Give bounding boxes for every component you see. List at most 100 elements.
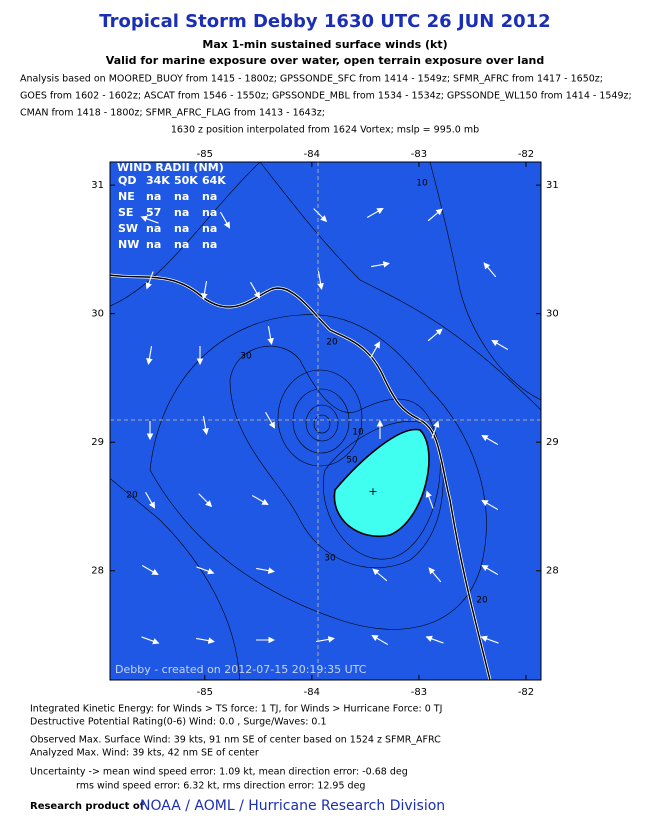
wind-vector: [371, 634, 389, 645]
x-tick-label: -83: [411, 687, 427, 698]
wind-radii-cell: na: [202, 190, 217, 203]
wind-vector: [372, 568, 388, 582]
x-tick-label: -85: [197, 687, 213, 698]
wind-vector: [317, 271, 324, 290]
contour-fill: [429, 162, 541, 401]
wind-radii-cell: na: [202, 222, 217, 235]
wind-radii-cell: na: [146, 190, 161, 203]
contour-fill: [313, 414, 331, 434]
analysis-line: Analysis based on MOORED_BUOY from 1415 …: [20, 74, 603, 85]
wind-vector: [202, 416, 209, 435]
wind-vector: [146, 346, 153, 365]
wind-vector: [425, 490, 434, 509]
wind-vector: [140, 215, 159, 224]
x-tick-label: -82: [518, 149, 534, 160]
wind-radii-cell: NE: [118, 190, 135, 203]
wind-vectors: [140, 207, 509, 645]
footer-line: rms wind speed error: 6.32 kt, rms direc…: [76, 781, 365, 792]
contour-label: 10: [352, 428, 364, 438]
wind-vector: [428, 567, 442, 583]
y-tick-label: 28: [546, 566, 559, 577]
wind-vector: [250, 281, 261, 299]
wind-vector: [366, 207, 384, 218]
wind-vector: [427, 208, 443, 222]
wind-radii-cell: 57: [146, 206, 161, 219]
wind-vector: [267, 326, 274, 345]
wind-vector: [220, 211, 231, 229]
wind-vector: [481, 434, 499, 445]
wind-radii-cell: na: [146, 238, 161, 251]
map: +: [110, 162, 541, 680]
x-tick-label: -84: [304, 149, 320, 160]
footer-line: Observed Max. Surface Wind: 39 kts, 91 n…: [30, 735, 441, 746]
wind-vector: [427, 328, 443, 342]
subtitle: Max 1-min sustained surface winds (kt): [202, 38, 447, 51]
y-tick-label: 31: [91, 180, 104, 191]
wind-radii-header: QD: [118, 174, 136, 187]
contour-label: 30: [240, 352, 252, 362]
wind-radii-header: 50K: [174, 174, 198, 187]
footer-line: Integrated Kinetic Energy: for Winds > T…: [30, 704, 442, 715]
max-wind-marker: +: [368, 485, 377, 498]
wind-vector: [370, 341, 381, 359]
wind-vector: [431, 420, 440, 439]
contour-label: 10: [416, 179, 428, 189]
x-tick-label: -84: [304, 687, 320, 698]
x-tick-label: -85: [197, 149, 213, 160]
wind-radii-cell: na: [174, 238, 189, 251]
wind-vector: [481, 564, 499, 575]
footer-line: Analyzed Max. Wind: 39 kts, 42 nm SE of …: [30, 748, 259, 759]
wind-vector: [196, 637, 215, 644]
wind-vector: [145, 271, 154, 290]
footer-line: Destructive Potential Rating(0-6) Wind: …: [30, 717, 327, 728]
wind-vector: [265, 411, 276, 429]
contour-fill: [323, 421, 441, 560]
wind-radii-cell: NW: [118, 238, 139, 251]
wind-vector: [196, 566, 215, 575]
wind-radii-cell: na: [146, 222, 161, 235]
contour-label: 30: [324, 554, 336, 564]
research-label: Research product of: [30, 801, 145, 812]
wind-vector: [201, 281, 208, 300]
contour-label: 20: [476, 596, 488, 606]
x-tick-label: -83: [411, 149, 427, 160]
y-tick-label: 29: [546, 437, 559, 448]
footer-line: Uncertainty -> mean wind speed error: 1.…: [30, 767, 408, 778]
wind-vector: [371, 261, 390, 268]
analysis-line: GOES from 1602 - 1602z; ASCAT from 1546 …: [20, 91, 632, 102]
wind-radii-cell: na: [202, 238, 217, 251]
contour-label: 20: [326, 338, 338, 348]
wind-radii-cell: na: [174, 222, 189, 235]
wind-radii-header: 34K: [146, 174, 170, 187]
credit: Debby - created on 2012-07-15 20:19:35 U…: [115, 663, 367, 676]
contour-fill: [277, 369, 363, 467]
wind-vector: [145, 491, 156, 509]
wind-radii-cell: SW: [118, 222, 138, 235]
wind-vector: [198, 493, 213, 508]
wind-vector: [251, 495, 269, 506]
contour-fill: [333, 428, 430, 538]
x-tick-label: -82: [518, 687, 534, 698]
wind-vector: [491, 339, 509, 350]
wind-radii-cell: SE: [118, 206, 133, 219]
wind-vector: [316, 636, 335, 643]
subtitle: Valid for marine exposure over water, op…: [106, 54, 544, 67]
y-tick-label: 29: [91, 437, 104, 448]
contour-fill: [149, 314, 487, 630]
organization: NOAA / AOML / Hurricane Research Divisio…: [140, 798, 445, 814]
wind-radii-header: 64K: [202, 174, 226, 187]
wind-vector: [141, 565, 159, 576]
analysis-line: CMAN from 1418 - 1800z; SFMR_AFRC_FLAG f…: [20, 108, 325, 119]
contour-label: 50: [346, 456, 358, 466]
wind-vector: [481, 499, 499, 510]
y-tick-label: 30: [91, 309, 104, 320]
y-tick-label: 30: [546, 309, 559, 320]
map-frame: [109, 161, 542, 681]
y-tick-label: 28: [91, 566, 104, 577]
wind-vector: [480, 635, 499, 644]
contour-fill: [305, 404, 339, 442]
wind-vector: [425, 635, 444, 644]
wind-radii-cell: na: [174, 190, 189, 203]
wind-radii-cell: na: [174, 206, 189, 219]
